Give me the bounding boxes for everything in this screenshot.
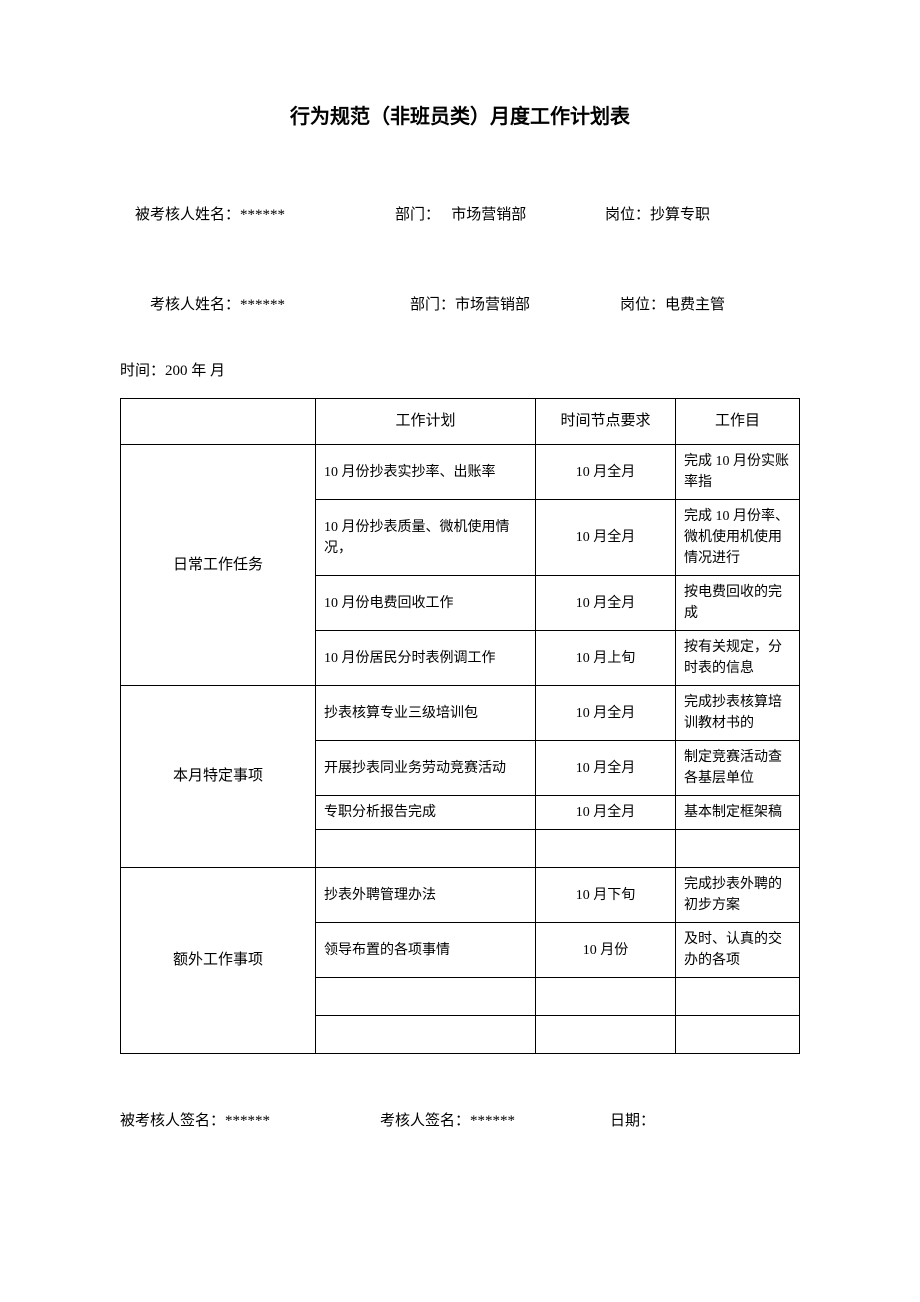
time-cell: 10 月份 xyxy=(536,923,676,978)
time-cell: 10 月全月 xyxy=(536,741,676,796)
time-cell: 10 月全月 xyxy=(536,445,676,500)
goal-cell: 按有关规定，分时表的信息 xyxy=(676,631,800,686)
goal-cell: 完成抄表核算培训教材书的 xyxy=(676,686,800,741)
goal-cell: 完成抄表外聘的初步方案 xyxy=(676,868,800,923)
signature-row: 被考核人签名：****** 考核人签名：****** 日期： xyxy=(120,1109,800,1130)
goal-cell: 按电费回收的完成 xyxy=(676,576,800,631)
plan-cell xyxy=(316,1016,536,1054)
table-row: 额外工作事项抄表外聘管理办法10 月下旬完成抄表外聘的初步方案 xyxy=(121,868,800,923)
table-row: 日常工作任务10 月份抄表实抄率、出账率10 月全月完成 10 月份实账率指 xyxy=(121,445,800,500)
goal-cell: 制定竞赛活动查各基层单位 xyxy=(676,741,800,796)
assessee-dept-label: 部门： xyxy=(395,207,440,223)
assessor-dept-value: 市场营销部 xyxy=(455,297,530,313)
section-name-cell: 额外工作事项 xyxy=(121,868,316,1054)
header-plan: 工作计划 xyxy=(316,399,536,445)
plan-cell: 10 月份抄表实抄率、出账率 xyxy=(316,445,536,500)
assessor-name-label: 考核人姓名： xyxy=(150,297,240,313)
header-goal: 工作目 xyxy=(676,399,800,445)
assessor-pos-label: 岗位： xyxy=(620,297,665,313)
goal-cell xyxy=(676,1016,800,1054)
goal-cell: 及时、认真的交办的各项 xyxy=(676,923,800,978)
assessee-info-row: 被考核人姓名：****** 部门： 市场营销部 岗位：抄算专职 xyxy=(120,179,800,251)
time-cell xyxy=(536,978,676,1016)
time-cell xyxy=(536,1016,676,1054)
goal-cell: 完成 10 月份率、微机使用机使用情况进行 xyxy=(676,500,800,576)
time-cell xyxy=(536,830,676,868)
page-title: 行为规范（非班员类）月度工作计划表 xyxy=(120,100,800,129)
goal-cell: 基本制定框架稿 xyxy=(676,796,800,830)
assessor-pos-value: 电费主管 xyxy=(665,297,725,313)
plan-cell: 抄表核算专业三级培训包 xyxy=(316,686,536,741)
plan-cell: 开展抄表同业务劳动竞赛活动 xyxy=(316,741,536,796)
assessee-pos-label: 岗位： xyxy=(605,207,650,223)
assessee-sig-value: ****** xyxy=(225,1113,270,1129)
assessor-name-value: ****** xyxy=(240,297,285,313)
sig-date-label: 日期： xyxy=(610,1113,655,1129)
assessor-sig-value: ****** xyxy=(470,1113,515,1129)
plan-cell xyxy=(316,830,536,868)
assessee-name-label: 被考核人姓名： xyxy=(135,207,240,223)
goal-cell xyxy=(676,978,800,1016)
section-name-cell: 本月特定事项 xyxy=(121,686,316,868)
table-row: 本月特定事项抄表核算专业三级培训包10 月全月完成抄表核算培训教材书的 xyxy=(121,686,800,741)
time-cell: 10 月全月 xyxy=(536,686,676,741)
plan-cell: 10 月份抄表质量、微机使用情况， xyxy=(316,500,536,576)
plan-cell: 10 月份居民分时表例调工作 xyxy=(316,631,536,686)
time-cell: 10 月下旬 xyxy=(536,868,676,923)
plan-cell: 10 月份电费回收工作 xyxy=(316,576,536,631)
assessee-name-value: ****** xyxy=(240,207,285,223)
time-cell: 10 月全月 xyxy=(536,576,676,631)
section-name-cell: 日常工作任务 xyxy=(121,445,316,686)
assessee-sig-label: 被考核人签名： xyxy=(120,1113,225,1129)
time-cell: 10 月全月 xyxy=(536,500,676,576)
time-cell: 10 月上旬 xyxy=(536,631,676,686)
plan-cell: 专职分析报告完成 xyxy=(316,796,536,830)
time-cell: 10 月全月 xyxy=(536,796,676,830)
table-header-row: 工作计划 时间节点要求 工作目 xyxy=(121,399,800,445)
goal-cell: 完成 10 月份实账率指 xyxy=(676,445,800,500)
plan-cell: 抄表外聘管理办法 xyxy=(316,868,536,923)
date-line: 时间：200 年 月 xyxy=(120,359,800,380)
assessor-sig-label: 考核人签名： xyxy=(380,1113,470,1129)
work-plan-table: 工作计划 时间节点要求 工作目 日常工作任务10 月份抄表实抄率、出账率10 月… xyxy=(120,398,800,1054)
assessor-info-row: 考核人姓名：****** 部门：市场营销部 岗位：电费主管 xyxy=(120,269,800,341)
plan-cell: 领导布置的各项事情 xyxy=(316,923,536,978)
header-time: 时间节点要求 xyxy=(536,399,676,445)
goal-cell xyxy=(676,830,800,868)
plan-cell xyxy=(316,978,536,1016)
assessor-dept-label: 部门： xyxy=(410,297,455,313)
assessee-pos-value: 抄算专职 xyxy=(650,207,710,223)
header-blank xyxy=(121,399,316,445)
assessee-dept-value: 市场营销部 xyxy=(440,207,526,223)
